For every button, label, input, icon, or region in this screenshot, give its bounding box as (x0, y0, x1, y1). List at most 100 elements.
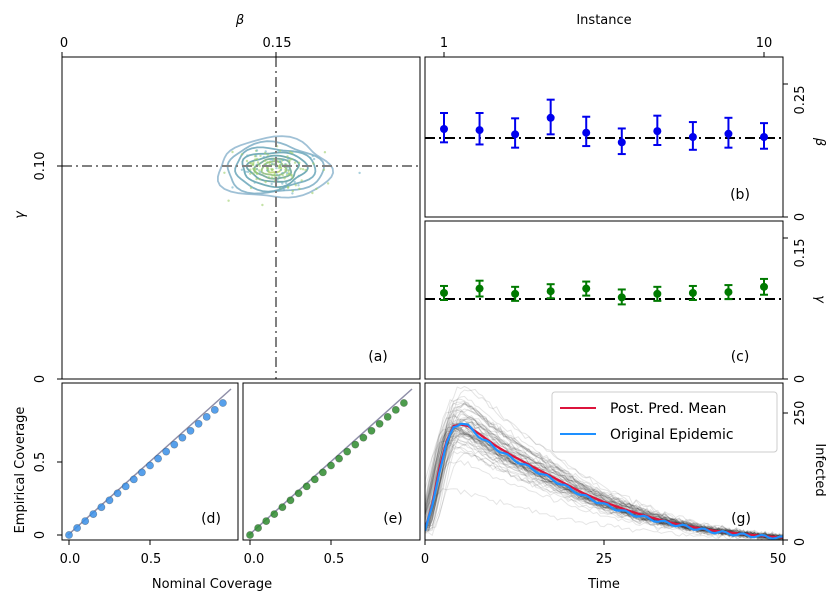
posterior-sample-point (249, 162, 253, 165)
posterior-sample-point (246, 170, 250, 174)
panel-b: 1 10 Instance 0 0.25 β (b) (424, 13, 827, 221)
posterior-sample-point (285, 173, 289, 177)
coverage-point (343, 447, 352, 456)
posterior-sample-point (322, 168, 326, 172)
posterior-sample-point (260, 168, 263, 172)
coverage-point (146, 461, 154, 470)
posterior-sample-point (264, 150, 267, 153)
coverage-point (186, 426, 195, 435)
panel-a: 0 0.15 β 0 0.10 γ (a) (13, 13, 421, 383)
estimate-point (582, 284, 591, 293)
posterior-sample-point (286, 157, 290, 160)
x-tick-label: 1 (440, 36, 448, 51)
posterior-sample-point (293, 180, 296, 184)
coverage-point (129, 475, 138, 484)
y-tick-label: 0 (793, 375, 808, 383)
predictive-trajectory (425, 413, 783, 538)
posterior-sample-point (266, 153, 269, 156)
posterior-sample-point (266, 161, 269, 164)
posterior-sample-point (246, 154, 249, 157)
estimate-point (546, 287, 555, 296)
estimate-point (653, 289, 662, 298)
legend: Post. Pred. Mean Original Epidemic (551, 391, 778, 453)
posterior-sample-point (281, 172, 284, 175)
posterior-sample-point (252, 172, 255, 175)
posterior-sample-point (284, 168, 287, 172)
y-tick-label: 0 (793, 538, 808, 546)
posterior-sample-point (231, 150, 234, 154)
posterior-sample-point (257, 169, 261, 172)
coverage-point (73, 524, 81, 532)
posterior-sample-point (253, 169, 256, 172)
posterior-sample-point (291, 192, 294, 195)
estimate-point (546, 113, 555, 122)
posterior-sample-point (291, 176, 294, 179)
estimate-point (724, 288, 733, 297)
predictive-trajectory (425, 443, 783, 540)
x-tick-label: 0.5 (141, 552, 162, 567)
y-tick-label: 0.5 (33, 452, 48, 473)
coverage-point (121, 482, 130, 491)
posterior-sample-point (294, 184, 297, 187)
x-tick-label: 0 (60, 36, 68, 51)
panel-c: 0 0.15 γ (c) (424, 220, 827, 383)
axes-frame (424, 56, 784, 218)
posterior-sample-point (268, 160, 271, 164)
panel-e: 0.0 0.5 (e) (242, 382, 421, 567)
coverage-point (113, 489, 122, 498)
contour-line (217, 135, 335, 199)
coverage-point (154, 454, 162, 463)
predictive-trajectory (425, 440, 783, 540)
estimate-point (475, 284, 484, 293)
posterior-sample-point (223, 171, 226, 174)
posterior-sample-point (304, 168, 307, 172)
coverage-point (210, 405, 219, 414)
predictive-trajectory (425, 421, 783, 537)
coverage-point (89, 510, 98, 518)
posterior-sample-point (293, 161, 297, 164)
posterior-sample-point (291, 189, 294, 193)
posterior-sample-point (275, 166, 278, 170)
posterior-sample-point (274, 154, 278, 158)
posterior-sample-point (298, 161, 301, 164)
coverage-point (81, 517, 90, 525)
posterior-sample-point (282, 158, 285, 162)
coverage-point (310, 475, 319, 484)
posterior-sample-point (259, 171, 262, 174)
posterior-sample-point (255, 177, 258, 181)
axes-frame (61, 56, 421, 380)
posterior-sample-point (278, 160, 282, 163)
y-tick-label: 0 (33, 531, 48, 539)
x-tick-label: 0.0 (244, 552, 265, 567)
y-tick-label: 0.25 (793, 86, 808, 115)
predictive-trajectory (425, 441, 783, 540)
estimate-point (511, 289, 520, 298)
x-tick-label: 0.5 (324, 552, 345, 567)
estimate-point (440, 288, 448, 297)
estimate-point (582, 128, 591, 137)
posterior-sample-point (259, 154, 262, 158)
coverage-point (194, 419, 203, 428)
coverage-point (137, 468, 146, 477)
posterior-sample-point (312, 157, 316, 161)
x-tick-label: 0 (421, 552, 429, 567)
posterior-sample-point (231, 186, 234, 189)
posterior-sample-point (278, 164, 282, 167)
x-tick-label: 25 (596, 552, 613, 567)
posterior-sample-point (326, 182, 330, 185)
coverage-point (65, 531, 73, 539)
predictive-trajectory (425, 444, 783, 538)
x-axis-label: β (235, 13, 244, 28)
posterior-sample-point (286, 155, 289, 158)
predictive-trajectory (425, 418, 783, 540)
posterior-sample-point (287, 172, 291, 175)
predictive-trajectory (425, 440, 783, 540)
estimate-point (617, 138, 626, 147)
legend-box (551, 391, 778, 453)
posterior-sample-point (311, 154, 314, 158)
predictive-trajectory (425, 418, 783, 538)
y-axis-label: Empirical Coverage (13, 407, 28, 534)
y-tick-label: 250 (793, 401, 808, 426)
posterior-sample-point (252, 167, 255, 170)
y-axis-label: γ (812, 295, 827, 304)
